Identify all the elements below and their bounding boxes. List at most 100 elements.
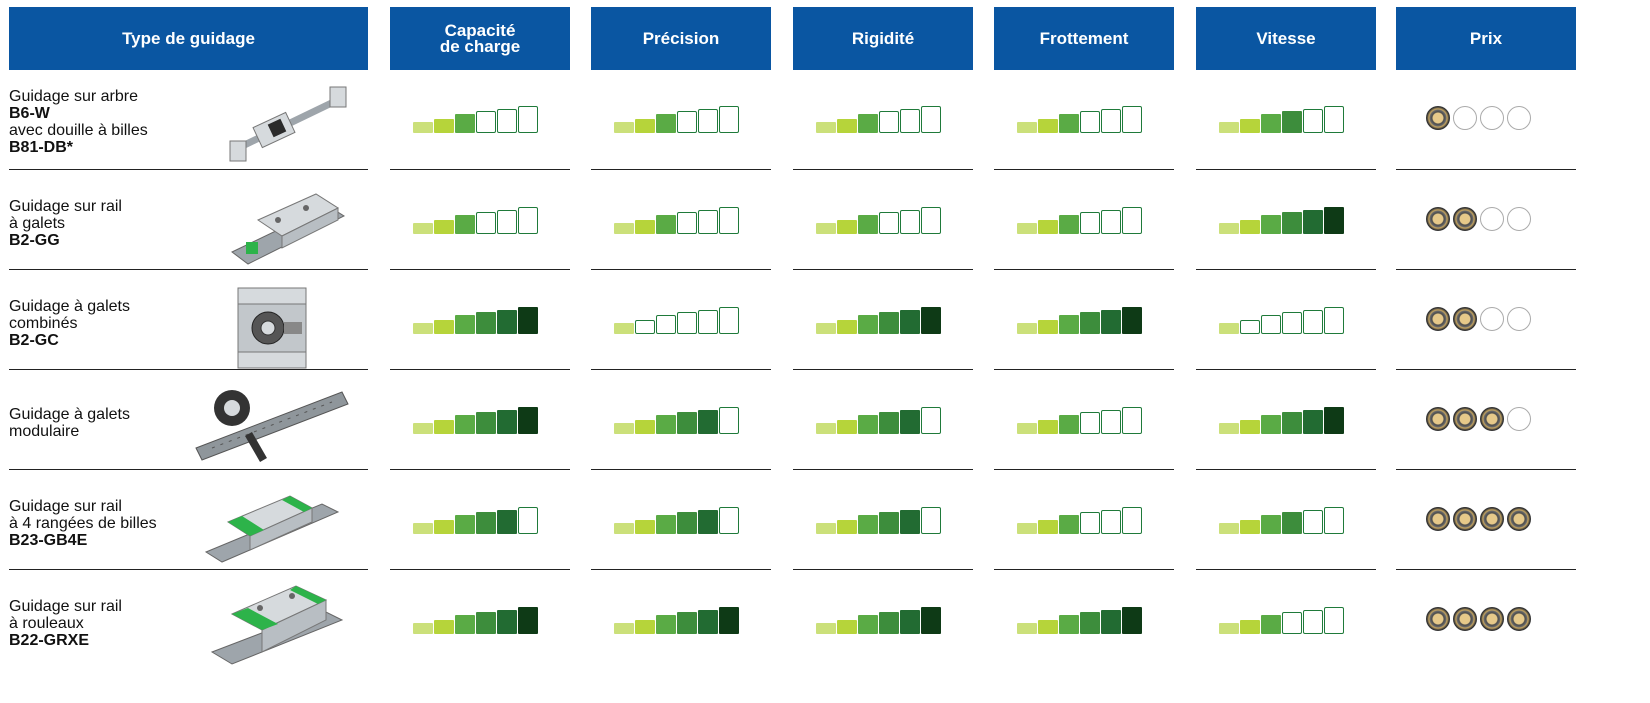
rating-bar [921,207,941,234]
description-line: Guidage à galets [9,297,130,315]
row-separator [591,269,771,270]
rating-frottement-4 [1017,504,1147,534]
coin-icon [1507,607,1531,631]
rating-bar [1080,312,1100,334]
rating-bar [1303,610,1323,634]
row-separator [9,369,368,370]
row-separator [390,569,570,570]
rating-bar [1282,512,1302,534]
coin-icon [1507,507,1531,531]
rating-bar [434,220,454,234]
rating-bar [677,212,697,234]
rating-bar [1219,623,1239,634]
rating-bar [837,620,857,634]
rating-bar [677,312,697,334]
row-separator [1396,169,1576,170]
rating-bar [614,223,634,234]
description-line: Guidage sur rail [9,197,122,215]
rating-bar [656,415,676,434]
rating-rigidité-1 [816,204,946,234]
row-separator [390,369,570,370]
rating-bar [455,515,475,534]
rating-rigidité-0 [816,103,946,133]
price-rating-5 [1426,607,1531,631]
rating-bar [1101,510,1121,534]
rating-bar [698,310,718,334]
rating-bar [1122,507,1142,534]
modular-roller-guide-icon [192,378,352,473]
rating-bar [635,420,655,434]
roller-rail-carriage-icon [208,580,348,675]
rating-bar [698,410,718,434]
rating-bar [1240,620,1260,634]
description-line: Guidage sur rail [9,597,122,615]
rating-bar [858,515,878,534]
description-line: Guidage sur arbre [9,88,138,105]
rating-bar [816,122,836,133]
rating-bar [476,412,496,434]
rating-bar [1261,415,1281,434]
rating-précision-3 [614,404,744,434]
description-line: avec douille à billes [9,122,148,139]
rating-bar [455,415,475,434]
rating-bar [1017,122,1037,133]
rating-bar [921,106,941,133]
rating-bar [1303,210,1323,234]
empty-coin-icon [1453,106,1477,130]
rating-bar [837,320,857,334]
rating-bar [900,510,920,534]
rating-bar [1122,106,1142,133]
rating-bar [1240,520,1260,534]
rating-bar [677,412,697,434]
rating-bar [698,210,718,234]
rating-bar [413,122,433,133]
rating-bar [434,420,454,434]
rating-vitesse-4 [1219,504,1349,534]
row-separator [1196,269,1376,270]
rating-bar [677,111,697,133]
product-code: B23-GB4E [9,531,88,549]
row-separator [390,469,570,470]
rating-bar [1282,111,1302,133]
rating-bar [1303,410,1323,434]
rating-bar [1219,523,1239,534]
rating-vitesse-5 [1219,604,1349,634]
rating-frottement-5 [1017,604,1147,634]
coin-icon [1426,106,1450,130]
rating-bar [1219,223,1239,234]
rating-bar [879,111,899,133]
rating-capacité-1 [413,204,543,234]
row-0-description: Guidage sur arbre B6-W avec douille à bill… [9,88,148,156]
rating-bar [476,612,496,634]
rating-précision-2 [614,304,744,334]
rating-bar [1101,109,1121,133]
rating-bar [816,323,836,334]
combined-roller-guide-icon [198,282,338,377]
header-6: Prix [1396,7,1576,70]
rating-bar [518,507,538,534]
empty-coin-icon [1507,307,1531,331]
rating-bar [1038,119,1058,133]
rating-bar [1038,520,1058,534]
rating-bar [497,310,517,334]
row-separator [591,369,771,370]
price-rating-2 [1426,307,1531,331]
rating-bar [413,623,433,634]
product-code: B2-GC [9,331,59,349]
rating-bar [413,423,433,434]
rating-bar [677,512,697,534]
rating-bar [518,106,538,133]
row-separator [1396,269,1576,270]
rating-bar [1261,215,1281,234]
rating-bar [719,507,739,534]
row-separator [1196,169,1376,170]
rating-bar [879,612,899,634]
rating-bar [1017,523,1037,534]
header-4: Frottement [994,7,1174,70]
row-separator [390,269,570,270]
rating-bar [1261,114,1281,133]
rating-bar [1038,420,1058,434]
rating-bar [1324,407,1344,434]
rating-bar [900,410,920,434]
row-separator [793,569,973,570]
